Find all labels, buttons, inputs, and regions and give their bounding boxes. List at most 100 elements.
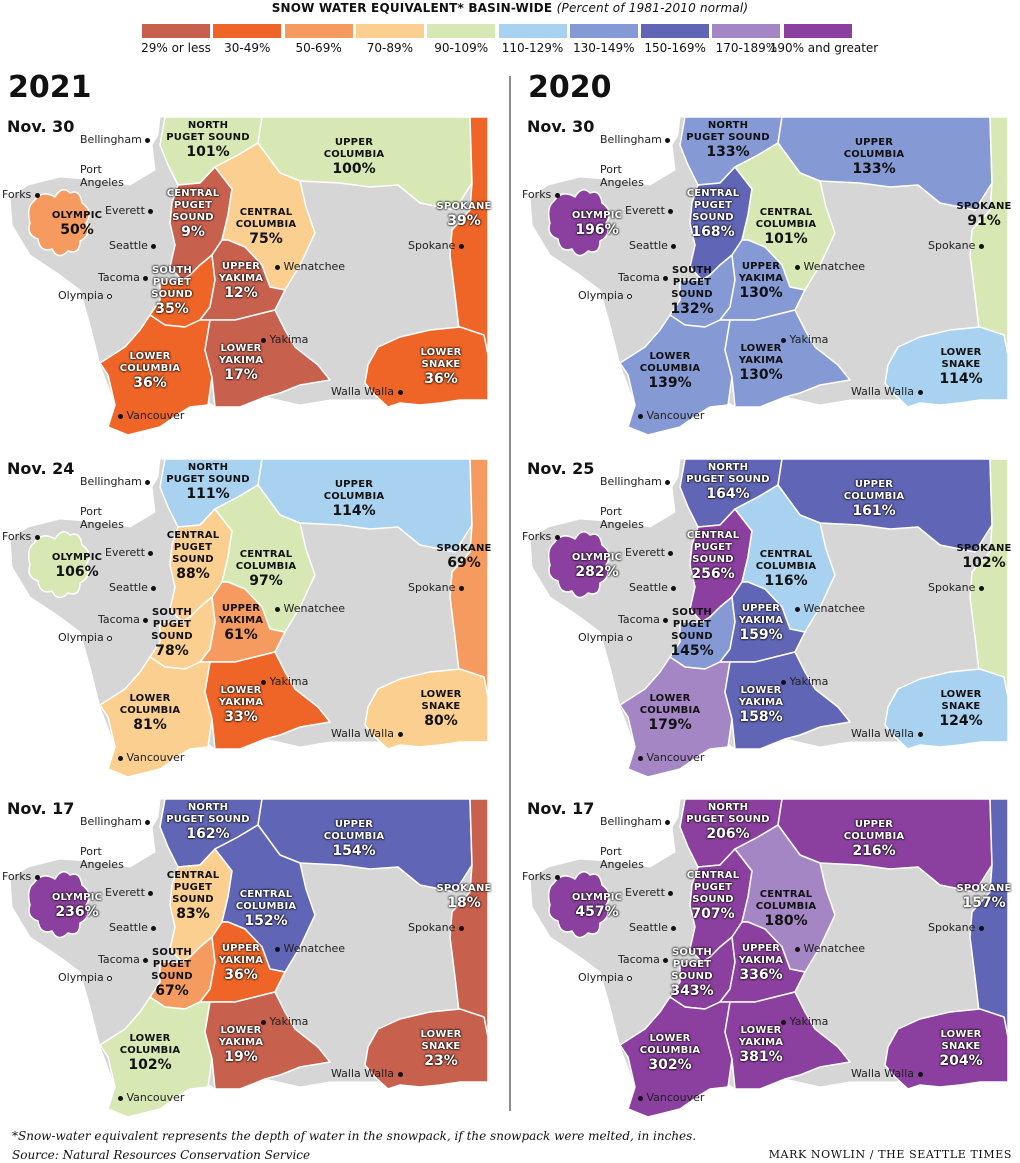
basin-label-north-puget: NORTH PUGET SOUND 111% <box>166 462 249 502</box>
basin-label-north-puget: NORTH PUGET SOUND 101% <box>166 120 249 160</box>
city-marker <box>917 389 923 395</box>
city-marker <box>145 479 151 485</box>
basin-name: CENTRAL COLUMBIA <box>235 889 297 912</box>
basin-value: 111% <box>186 486 230 502</box>
city-marker <box>261 337 266 343</box>
legend-swatch <box>355 24 424 38</box>
basin-value: 23% <box>424 1053 458 1069</box>
city-marker <box>668 550 674 556</box>
basin-value: 158% <box>739 709 783 725</box>
city-label-everett: Everett <box>105 546 154 559</box>
basin-name: OLYMPIC <box>51 552 103 563</box>
basin-region-olympic <box>27 871 90 939</box>
basin-region-lower-columbia <box>619 656 733 778</box>
city-marker <box>118 1095 123 1101</box>
city-label-tacoma: Tacoma <box>98 953 149 966</box>
city-label-olympia: Olympia <box>58 971 113 984</box>
panel-date: Nov. 17 <box>527 799 595 818</box>
basin-value: 114% <box>332 503 376 519</box>
color-legend: 29% or less 30-49% 50-69% 70-89% 90-109% 110-… <box>0 24 1020 64</box>
city-label-vancouver: Vancouver <box>118 1091 184 1104</box>
basin-value: 50% <box>60 222 94 238</box>
basin-value: 67% <box>155 983 189 999</box>
basin-name: LOWER YAKIMA <box>738 343 784 366</box>
basin-label-central-puget: CENTRAL PUGET SOUND 9% <box>167 188 220 240</box>
basin-value: 124% <box>939 713 983 729</box>
basin-value: 236% <box>55 904 99 920</box>
basin-name: UPPER YAKIMA <box>218 943 264 966</box>
footnote: *Snow-water equivalent represents the de… <box>12 1129 697 1143</box>
basin-region-lower-yakima <box>724 991 851 1090</box>
basin-region-lower-columbia <box>619 314 733 436</box>
chart-title: SNOW WATER EQUIVALENT* BASIN-WIDE (Perce… <box>271 1 749 15</box>
legend-item: 110-129% <box>498 24 567 55</box>
basin-label-central-puget: CENTRAL PUGET SOUND 168% <box>687 188 740 240</box>
basin-label-lower-columbia: LOWER COLUMBIA 36% <box>120 351 181 391</box>
basin-name: CENTRAL PUGET SOUND <box>686 530 740 565</box>
city-label-port-angeles: Port Angeles <box>600 505 644 531</box>
city-label-everett: Everett <box>105 886 154 899</box>
basin-label-lower-yakima: LOWER YAKIMA 19% <box>219 1025 263 1065</box>
city-marker <box>781 1019 786 1025</box>
basin-name: LOWER SNAKE <box>940 689 982 712</box>
basin-value: 100% <box>332 161 376 177</box>
city-marker <box>795 946 800 952</box>
city-label-seattle: Seattle <box>629 921 677 934</box>
city-marker <box>795 264 800 270</box>
basin-label-olympic: OLYMPIC 50% <box>52 210 102 238</box>
city-label-spokane: Spokane <box>928 581 984 594</box>
basin-name: LOWER YAKIMA <box>738 1025 784 1048</box>
basin-region-lower-yakima <box>724 651 851 750</box>
city-marker <box>978 243 984 249</box>
city-marker <box>668 208 674 214</box>
map-panel: Nov. 17 Bellingham Port Angeles Forks Evere… <box>520 797 1020 1127</box>
basin-name: CENTRAL PUGET SOUND <box>166 530 220 565</box>
basin-name: SPOKANE <box>956 543 1012 554</box>
basin-label-lower-snake: LOWER SNAKE 23% <box>420 1029 461 1069</box>
city-marker <box>118 755 123 761</box>
city-marker <box>275 946 280 952</box>
basin-label-olympic: OLYMPIC 236% <box>52 892 102 920</box>
city-marker <box>148 208 154 214</box>
basin-label-central-puget: CENTRAL PUGET SOUND 707% <box>687 870 740 922</box>
city-label-olympia: Olympia <box>58 631 113 644</box>
basin-label-north-puget: NORTH PUGET SOUND 164% <box>686 462 769 502</box>
basin-name: SOUTH PUGET SOUND <box>671 947 713 982</box>
basin-value: 36% <box>224 967 258 983</box>
basin-region-lower-snake <box>364 668 489 750</box>
basin-value: 133% <box>706 144 750 160</box>
basin-label-lower-snake: LOWER SNAKE 36% <box>420 347 461 387</box>
city-label-vancouver: Vancouver <box>638 1091 704 1104</box>
legend-item: 170-189% <box>712 24 781 55</box>
basin-name: NORTH PUGET SOUND <box>166 802 250 825</box>
city-marker <box>143 275 149 281</box>
city-label-port-angeles: Port Angeles <box>80 505 124 531</box>
basin-region-lower-columbia <box>99 996 213 1118</box>
city-label-yakima: Yakima <box>781 1015 828 1028</box>
city-label-seattle: Seattle <box>109 239 157 252</box>
city-label-bellingham: Bellingham <box>80 815 151 828</box>
panel-date: Nov. 25 <box>527 459 595 478</box>
basin-name: LOWER YAKIMA <box>738 685 784 708</box>
basin-label-central-puget: CENTRAL PUGET SOUND 256% <box>687 530 740 582</box>
city-marker <box>663 957 669 963</box>
basin-name: NORTH PUGET SOUND <box>166 120 250 143</box>
basin-value: 133% <box>852 161 896 177</box>
basin-value: 102% <box>962 555 1006 571</box>
city-label-yakima: Yakima <box>261 675 308 688</box>
basin-value: 75% <box>249 231 283 247</box>
city-marker <box>34 534 40 540</box>
city-marker <box>917 731 923 737</box>
basin-name: LOWER COLUMBIA <box>639 1033 701 1056</box>
basin-name: LOWER COLUMBIA <box>119 693 181 716</box>
city-marker <box>554 534 560 540</box>
city-marker <box>638 1095 643 1101</box>
city-label-port-angeles: Port Angeles <box>600 845 644 871</box>
legend-swatch <box>569 24 638 38</box>
city-label-everett: Everett <box>625 886 674 899</box>
basin-label-lower-columbia: LOWER COLUMBIA 102% <box>120 1033 181 1073</box>
basin-region-lower-columbia <box>619 996 733 1118</box>
basin-name: UPPER YAKIMA <box>738 261 784 284</box>
basin-value: 12% <box>224 285 258 301</box>
basin-name: CENTRAL COLUMBIA <box>755 549 817 572</box>
